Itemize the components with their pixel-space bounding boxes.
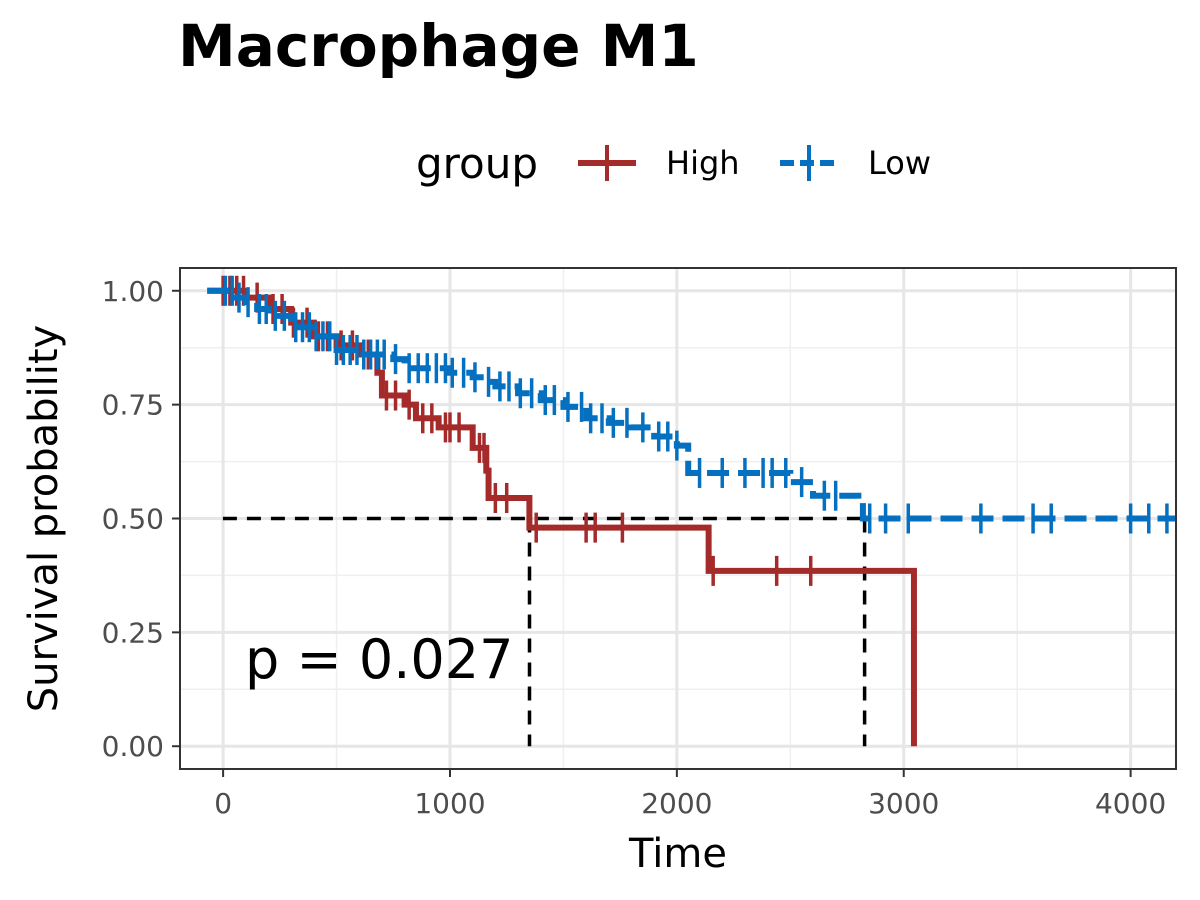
y-axis-title: Survival probability bbox=[21, 325, 67, 712]
series-layer bbox=[207, 275, 1176, 747]
chart-title: Macrophage M1 bbox=[178, 12, 699, 80]
x-tick-label: 2000 bbox=[641, 787, 712, 820]
x-tick-label: 3000 bbox=[868, 787, 939, 820]
legend-label-high: High bbox=[666, 144, 740, 182]
y-tick-label: 0.75 bbox=[102, 389, 164, 422]
y-tick-label: 0.25 bbox=[102, 616, 164, 649]
survival-curve-low bbox=[207, 287, 1176, 522]
x-axis-title: Time bbox=[628, 831, 727, 877]
y-tick-label: 0.00 bbox=[102, 730, 164, 763]
plot-area: p = 0.027 bbox=[179, 267, 1177, 770]
x-tick-label: 4000 bbox=[1095, 787, 1166, 820]
legend: group High Low bbox=[416, 139, 931, 188]
y-axis: 0.00 0.25 0.50 0.75 1.00 bbox=[102, 275, 180, 763]
legend-key-high bbox=[578, 145, 636, 181]
x-axis: 0 1000 2000 3000 4000 bbox=[214, 769, 1166, 820]
x-tick-label: 0 bbox=[214, 787, 232, 820]
series-low bbox=[207, 275, 1176, 534]
legend-title: group bbox=[416, 139, 538, 188]
y-tick-label: 1.00 bbox=[102, 275, 164, 308]
p-value-annotation: p = 0.027 bbox=[245, 628, 513, 691]
legend-key-low bbox=[780, 145, 838, 181]
legend-label-low: Low bbox=[868, 144, 931, 182]
y-tick-label: 0.50 bbox=[102, 503, 164, 536]
x-tick-label: 1000 bbox=[414, 787, 485, 820]
